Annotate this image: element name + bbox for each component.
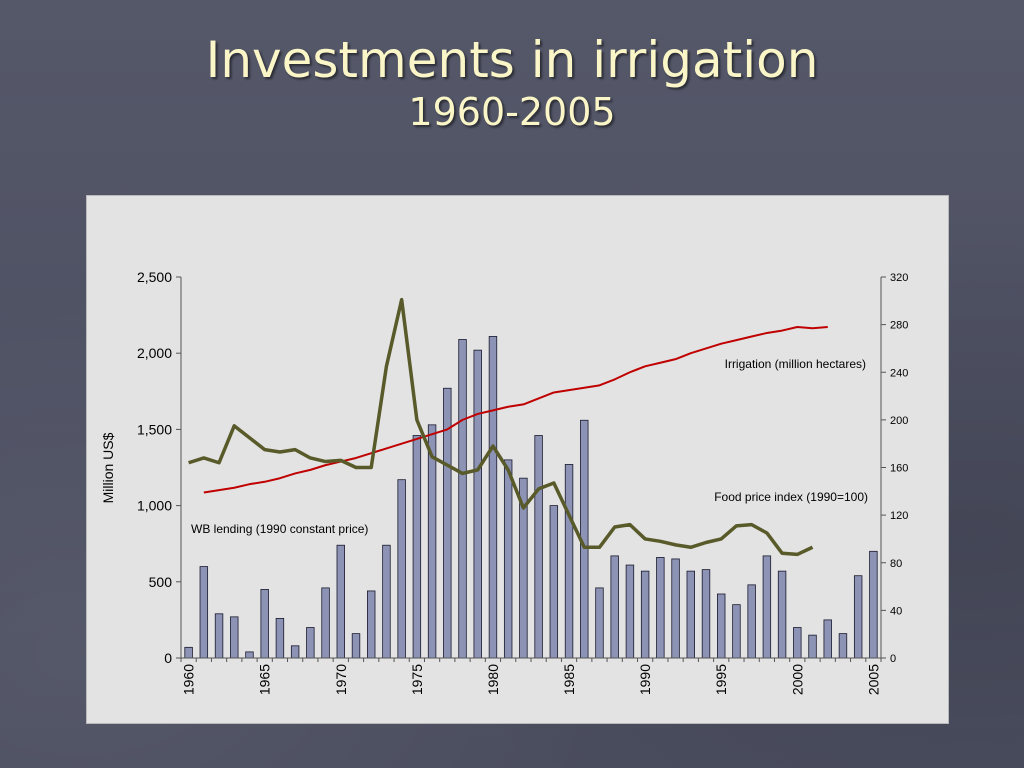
- bar-1992: [671, 558, 680, 659]
- y-tick-label-500: 500: [149, 574, 173, 590]
- bar-1999: [777, 570, 787, 659]
- bar-1995: [717, 593, 726, 659]
- bar-1963: [230, 616, 239, 659]
- bar-1960: [184, 646, 193, 659]
- food-price-index-line: [188, 297, 814, 557]
- bar-1975: [412, 435, 422, 659]
- bar-1981: [503, 459, 513, 659]
- y-tick-label-2,500: 2,500: [137, 269, 172, 285]
- bar-1985: [564, 464, 574, 659]
- irrigation-line: [203, 326, 828, 494]
- y2-tick-label-240: 240: [890, 367, 908, 379]
- line-series-group: [188, 297, 828, 557]
- y-tick-label-1,500: 1,500: [137, 421, 172, 437]
- bar-1989: [625, 564, 635, 659]
- bar-1974: [397, 479, 406, 659]
- y-tick-label-0: 0: [164, 650, 172, 666]
- bar-1972: [367, 590, 376, 659]
- y-tick-label-1,000: 1,000: [137, 498, 172, 514]
- bar-2003: [838, 633, 848, 659]
- title-block: Investments in irrigation 1960-2005: [0, 30, 1024, 134]
- annotation-wb-lending: WB lending (1990 constant price): [191, 522, 368, 536]
- y2-tick-label-40: 40: [890, 605, 902, 617]
- y2-tick-label-200: 200: [890, 415, 908, 427]
- bar-1979: [473, 349, 482, 659]
- x-tick-label-1995: 1995: [713, 664, 729, 695]
- bar-1968: [306, 627, 315, 659]
- bar-1978: [458, 339, 467, 659]
- x-tick-label-1985: 1985: [561, 664, 577, 695]
- y2-tick-label-0: 0: [890, 653, 896, 665]
- bar-2000: [793, 627, 802, 659]
- x-tick-label-1980: 1980: [485, 664, 501, 695]
- bar-1994: [701, 569, 711, 659]
- bar-1990: [640, 570, 650, 659]
- x-tick-label-1975: 1975: [409, 664, 425, 695]
- x-tick-label-1990: 1990: [637, 664, 653, 695]
- bar-1961: [199, 566, 209, 659]
- annotation-irrigation: Irrigation (million hectares): [725, 357, 866, 371]
- bar-1993: [686, 570, 695, 659]
- y2-tick-label-80: 80: [890, 558, 902, 570]
- bar-2004: [853, 575, 863, 659]
- bar-1980: [488, 336, 498, 659]
- annotation-food-price-index: Food price index (1990=100): [714, 490, 868, 504]
- bar-1964: [245, 651, 254, 659]
- x-tick-label-1965: 1965: [257, 664, 273, 695]
- y-tick-label-2,000: 2,000: [137, 345, 172, 361]
- chart-panel: 0 500 1,000 1,500 2,000 2,500 0 40 80 120 160 200 24…: [86, 195, 949, 724]
- bar-1983: [534, 435, 543, 659]
- bar-2002: [823, 619, 832, 659]
- y-axis-label: Million US$: [100, 432, 116, 503]
- bar-1997: [747, 584, 756, 659]
- y2-tick-label-160: 160: [890, 463, 908, 475]
- x-tick-label-2005: 2005: [865, 664, 881, 695]
- bar-1973: [382, 544, 391, 659]
- bar-1984: [549, 505, 559, 659]
- bar-1969: [321, 587, 330, 659]
- bar-1988: [610, 555, 619, 659]
- x-tick-label-1960: 1960: [181, 664, 197, 695]
- bar-1970: [336, 544, 345, 659]
- bar-1966: [275, 617, 285, 659]
- slide-title: Investments in irrigation: [205, 31, 819, 89]
- slide-subtitle: 1960-2005: [408, 90, 616, 134]
- bar-1962: [214, 613, 224, 659]
- bar-1965: [260, 589, 269, 659]
- chart-svg: 0 500 1,000 1,500 2,000 2,500 0 40 80 120 160 200 24…: [100, 269, 908, 695]
- bar-1998: [762, 555, 772, 659]
- y2-tick-label-320: 320: [890, 272, 908, 284]
- bar-1987: [595, 587, 604, 659]
- bar-2001: [808, 634, 817, 659]
- y2-tick-label-120: 120: [890, 510, 908, 522]
- axes-group: 0 500 1,000 1,500 2,000 2,500 0 40 80 120 160 200 24…: [137, 269, 908, 695]
- bar-1971: [351, 633, 361, 659]
- x-tick-label-1970: 1970: [333, 664, 349, 695]
- bar-1996: [732, 604, 741, 659]
- bar-1967: [290, 645, 300, 659]
- y2-tick-label-280: 280: [890, 320, 908, 332]
- bar-2005: [869, 550, 878, 659]
- x-tick-label-2000: 2000: [789, 664, 805, 695]
- bar-1991: [656, 557, 665, 659]
